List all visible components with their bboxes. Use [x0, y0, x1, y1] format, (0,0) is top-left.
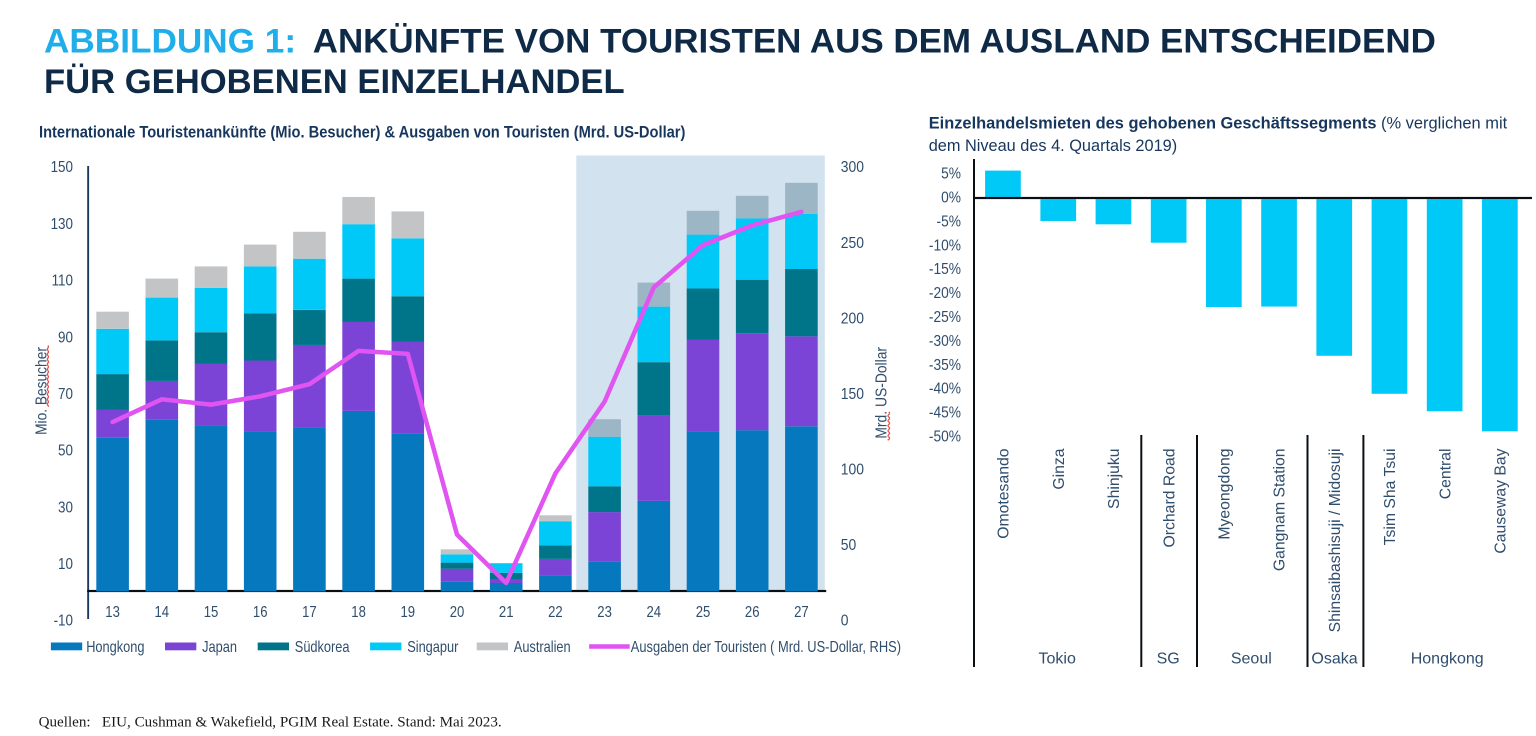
svg-text:300: 300: [841, 158, 864, 176]
svg-text:110: 110: [52, 273, 73, 290]
svg-text:50: 50: [841, 536, 856, 554]
svg-text:-10%: -10%: [929, 236, 961, 254]
svg-text:Singapur: Singapur: [407, 639, 458, 657]
svg-text:(% verglichen mit: (% verglichen mit: [1381, 113, 1508, 132]
svg-text:SG: SG: [1157, 651, 1180, 668]
svg-text:16: 16: [253, 604, 268, 621]
svg-text:-15%: -15%: [929, 260, 961, 278]
svg-text:-5%: -5%: [937, 212, 961, 230]
svg-text:19: 19: [401, 604, 416, 621]
svg-text:21: 21: [499, 604, 514, 621]
svg-text:Mio. Besucher: Mio. Besucher: [32, 347, 50, 435]
svg-text:Tokio: Tokio: [1039, 651, 1076, 668]
svg-text:-10: -10: [54, 613, 73, 630]
svg-text:-35%: -35%: [929, 356, 961, 374]
svg-text:130: 130: [51, 216, 73, 233]
svg-text:Shinjuku: Shinjuku: [1106, 449, 1123, 509]
svg-text:70: 70: [58, 386, 73, 403]
svg-text:150: 150: [841, 385, 864, 403]
svg-text:150: 150: [51, 159, 73, 176]
svg-text:ABBILDUNG 1:: ABBILDUNG 1:: [44, 22, 296, 61]
svg-text:50: 50: [58, 443, 73, 460]
svg-text:Internationale Touristenankünf: Internationale Touristenankünfte (Mio. B…: [39, 123, 685, 141]
svg-text:Shinsaibashisuji / Midosuji: Shinsaibashisuji / Midosuji: [1327, 449, 1344, 633]
svg-text:18: 18: [351, 604, 366, 621]
svg-text:0: 0: [841, 612, 849, 630]
svg-text:-25%: -25%: [929, 308, 961, 326]
svg-text:Central: Central: [1437, 449, 1454, 500]
svg-text:Causeway Bay: Causeway Bay: [1492, 448, 1509, 553]
svg-text:200: 200: [841, 310, 864, 328]
svg-text:Osaka: Osaka: [1311, 651, 1357, 668]
svg-text:Ausgaben der Touristen ( Mrd.: Ausgaben der Touristen ( Mrd. US-Dollar,…: [631, 639, 901, 657]
svg-text:Einzelhandelsmieten des gehobe: Einzelhandelsmieten des gehobenen Geschä…: [929, 113, 1377, 132]
svg-text:Myeongdong: Myeongdong: [1216, 449, 1233, 540]
svg-text:Hongkong: Hongkong: [1411, 651, 1484, 668]
svg-text:20: 20: [450, 604, 465, 621]
svg-text:15: 15: [204, 604, 219, 621]
svg-text:Mrd. US-Dollar: Mrd. US-Dollar: [873, 347, 891, 439]
svg-text:90: 90: [58, 329, 73, 346]
svg-text:Hongkong: Hongkong: [86, 639, 144, 657]
svg-text:Japan: Japan: [202, 639, 237, 657]
svg-text:-50%: -50%: [929, 428, 961, 446]
svg-text:-20%: -20%: [929, 284, 961, 302]
svg-text:FÜR GEHOBENEN EINZELHANDEL: FÜR GEHOBENEN EINZELHANDEL: [44, 62, 625, 101]
svg-text:25: 25: [696, 604, 711, 621]
svg-text:10: 10: [58, 556, 73, 573]
svg-text:Südkorea: Südkorea: [295, 639, 351, 657]
svg-text:13: 13: [105, 604, 120, 621]
svg-text:Tsim Sha Tsui: Tsim Sha Tsui: [1382, 449, 1399, 546]
svg-text:5%: 5%: [941, 165, 961, 183]
svg-text:Omotesando: Omotesando: [996, 448, 1013, 538]
svg-text:27: 27: [794, 604, 809, 621]
svg-text:22: 22: [548, 604, 563, 621]
svg-text:0%: 0%: [941, 189, 961, 207]
svg-text:24: 24: [647, 604, 662, 621]
svg-text:Orchard Road: Orchard Road: [1161, 449, 1178, 548]
svg-text:100: 100: [841, 461, 864, 479]
svg-text:30: 30: [58, 499, 73, 516]
svg-text:Seoul: Seoul: [1231, 651, 1272, 668]
svg-text:17: 17: [302, 604, 317, 621]
svg-text:-45%: -45%: [929, 404, 961, 422]
svg-text:26: 26: [745, 604, 760, 621]
svg-text:ANKÜNFTE VON TOURISTEN AUS DEM: ANKÜNFTE VON TOURISTEN AUS DEM AUSLAND E…: [313, 22, 1436, 61]
svg-text:Gangnam Station: Gangnam Station: [1272, 449, 1289, 572]
svg-text:-40%: -40%: [929, 380, 961, 398]
svg-text:Quellen: EIU, Cushman & Wakef: Quellen: EIU, Cushman & Wakefield, PGIM …: [39, 715, 502, 731]
svg-text:Australien: Australien: [514, 639, 571, 657]
svg-text:250: 250: [841, 234, 864, 252]
svg-text:Ginza: Ginza: [1051, 448, 1068, 489]
svg-text:dem Niveau des 4. Quartals 201: dem Niveau des 4. Quartals 2019): [929, 136, 1177, 155]
svg-text:23: 23: [597, 604, 612, 621]
svg-text:14: 14: [155, 604, 170, 621]
svg-text:-30%: -30%: [929, 332, 961, 350]
